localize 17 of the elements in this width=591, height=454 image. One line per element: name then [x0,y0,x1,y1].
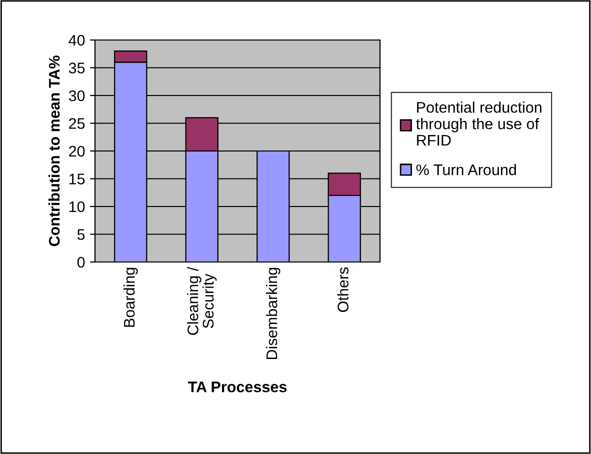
y-tick-label: 10 [69,201,85,212]
legend-label: Potential reduction through the use of RFID [416,102,542,146]
y-tick-label: 20 [69,146,85,157]
y-axis-title: Contribution to mean TA% [48,56,60,246]
x-tick-label: Cleaning / Security [187,266,217,335]
x-tick-label: Disembarking [266,268,280,359]
y-tick-label: 30 [68,90,85,102]
y-tick-label: 5 [77,229,85,240]
x-tick-label: Others [337,267,348,312]
x-tick-label: Boarding [124,268,138,327]
y-tick-label: 35 [68,62,85,74]
legend-label: % Turn Around [416,164,516,176]
y-tick-label: 25 [69,118,85,129]
y-tick-label: 40 [68,34,85,46]
y-tick-label: 15 [69,174,85,184]
x-axis-title: TA Processes [188,382,287,392]
y-tick-label: 0 [77,256,85,268]
